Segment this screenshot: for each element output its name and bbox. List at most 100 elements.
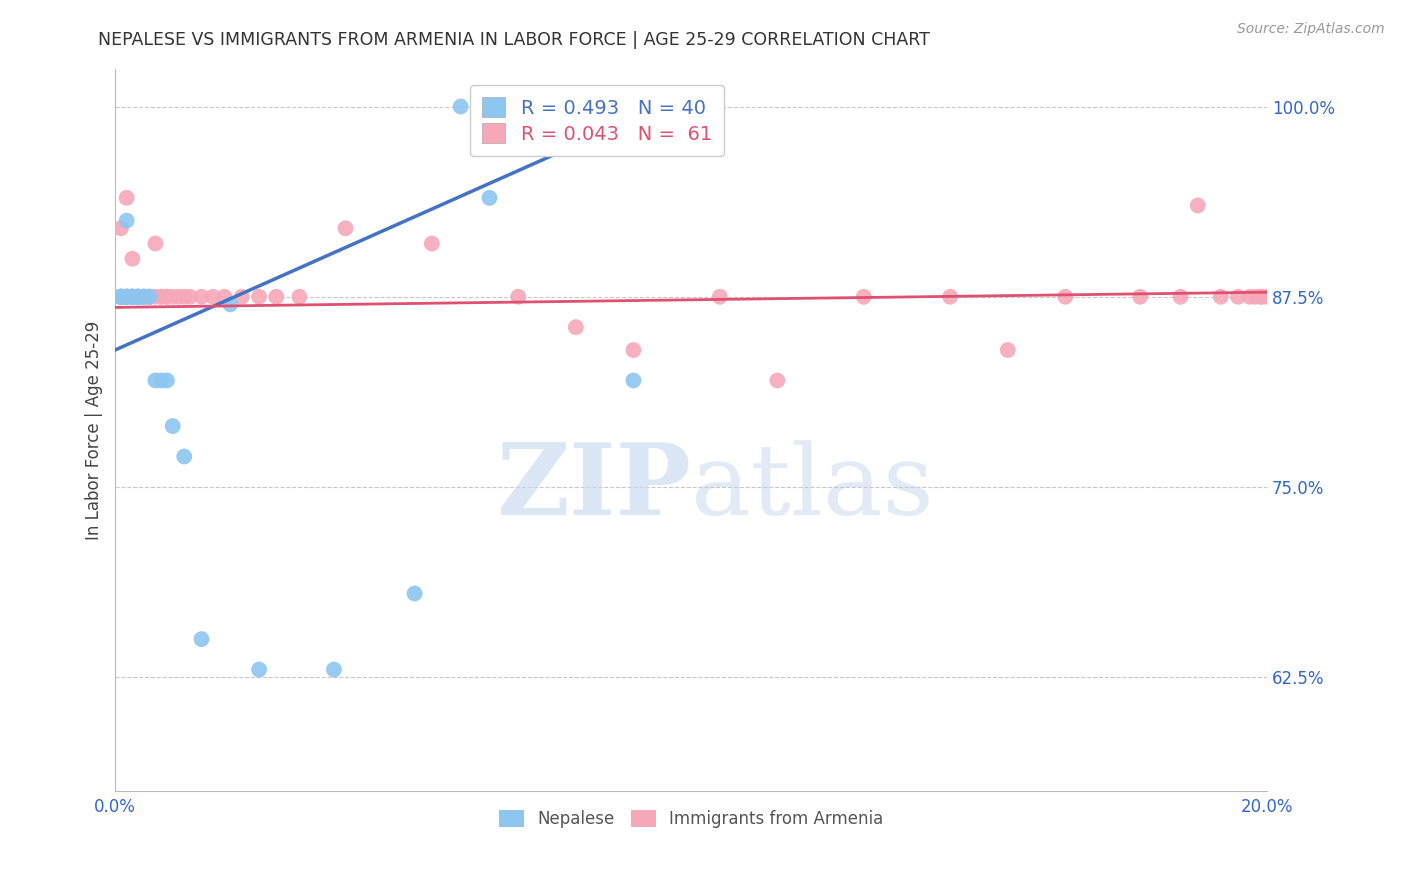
Point [132,290,155,304]
Point [709,290,731,304]
Point [132,290,155,304]
Point [997,343,1019,357]
Point [190,632,212,647]
Point [247,663,270,677]
Point [565,320,588,334]
Point [1250,290,1272,304]
Point [1239,290,1261,304]
Point [1227,290,1250,304]
Point [110,290,132,304]
Point [132,290,155,304]
Point [121,290,143,304]
Point [1054,290,1077,304]
Point [214,290,236,304]
Point [323,663,346,677]
Point [132,290,155,304]
Point [132,290,155,304]
Point [145,290,167,304]
Point [145,374,167,388]
Point [623,343,645,357]
Point [450,99,472,113]
Point [156,374,179,388]
Point [121,290,143,304]
Point [1187,198,1209,212]
Point [138,290,160,304]
Point [127,290,149,304]
Point [1244,290,1267,304]
Point [150,374,173,388]
Point [173,450,195,464]
Text: atlas: atlas [690,440,934,535]
Point [138,290,160,304]
Point [247,290,270,304]
Point [156,290,179,304]
Point [173,290,195,304]
Point [201,290,224,304]
Point [1209,290,1232,304]
Point [121,290,143,304]
Point [121,290,143,304]
Point [266,290,288,304]
Point [115,290,138,304]
Point [404,586,426,600]
Point [150,290,173,304]
Y-axis label: In Labor Force | Age 25-29: In Labor Force | Age 25-29 [86,320,103,540]
Point [115,290,138,304]
Point [1129,290,1152,304]
Point [150,290,173,304]
Point [219,297,242,311]
Point [162,290,184,304]
Point [121,290,143,304]
Point [127,290,149,304]
Point [1256,290,1278,304]
Point [115,290,138,304]
Point [145,236,167,251]
Point [508,290,530,304]
Point [478,191,501,205]
Point [132,290,155,304]
Point [121,290,143,304]
Point [1170,290,1192,304]
Point [127,290,149,304]
Point [335,221,357,235]
Point [190,290,212,304]
Point [939,290,962,304]
Point [162,419,184,434]
Point [115,290,138,304]
Point [138,290,160,304]
Point [1250,290,1272,304]
Point [127,290,149,304]
Point [121,290,143,304]
Point [110,290,132,304]
Point [121,290,143,304]
Point [115,213,138,227]
Point [127,290,149,304]
Point [115,290,138,304]
Point [121,290,143,304]
Point [127,290,149,304]
Point [623,374,645,388]
Point [127,290,149,304]
Point [110,290,132,304]
Point [110,290,132,304]
Point [127,290,149,304]
Point [766,374,789,388]
Point [115,290,138,304]
Point [110,290,132,304]
Point [121,290,143,304]
Legend: Nepalese, Immigrants from Armenia: Nepalese, Immigrants from Armenia [492,804,890,835]
Point [121,252,143,266]
Point [110,290,132,304]
Point [127,290,149,304]
Point [138,290,160,304]
Point [110,290,132,304]
Point [156,290,179,304]
Point [231,290,253,304]
Point [115,191,138,205]
Point [179,290,201,304]
Point [110,221,132,235]
Text: NEPALESE VS IMMIGRANTS FROM ARMENIA IN LABOR FORCE | AGE 25-29 CORRELATION CHART: NEPALESE VS IMMIGRANTS FROM ARMENIA IN L… [98,31,931,49]
Point [651,99,673,113]
Point [167,290,190,304]
Point [420,236,443,251]
